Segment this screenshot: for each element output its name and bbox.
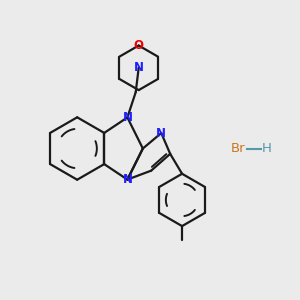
Text: Br: Br	[230, 142, 245, 155]
Text: N: N	[134, 61, 144, 74]
Text: N: N	[122, 173, 132, 186]
Text: N: N	[156, 127, 166, 140]
Text: N: N	[122, 111, 132, 124]
Text: O: O	[134, 39, 144, 52]
Text: H: H	[262, 142, 272, 155]
